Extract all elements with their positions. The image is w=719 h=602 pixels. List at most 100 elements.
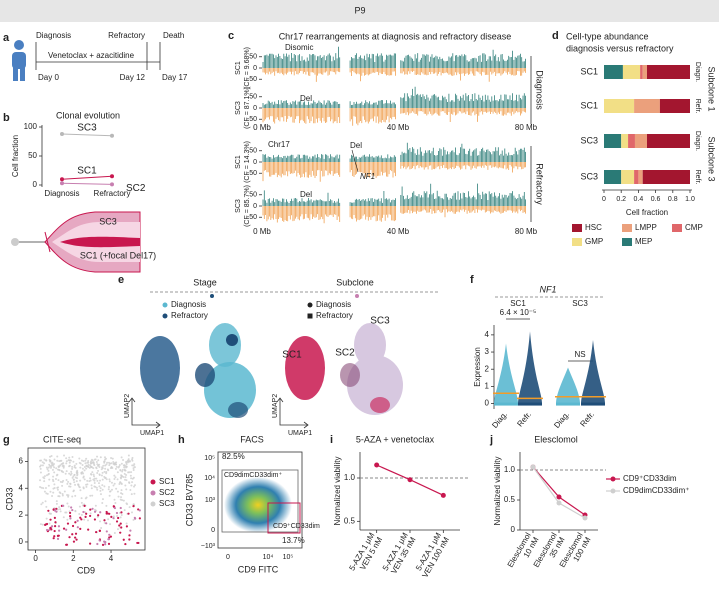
- cell-dot: [127, 512, 130, 515]
- cell-dot: [76, 469, 79, 472]
- cell-dot: [40, 459, 43, 462]
- cell-dot: [118, 524, 121, 527]
- annotation: Disomic: [285, 43, 313, 52]
- cell-dot: [119, 531, 122, 534]
- bar-segment: [647, 65, 690, 79]
- legend-marker: [307, 302, 313, 308]
- cell-dot: [74, 521, 77, 524]
- row-stage: Refr.: [694, 170, 701, 185]
- cell-dot: [79, 462, 82, 465]
- cell-dot: [83, 504, 86, 507]
- cell-dot: [71, 465, 74, 468]
- cell-dot: [119, 516, 122, 519]
- track-label: SC3 (CF = 85.7%): [235, 185, 251, 227]
- cell-dot: [56, 459, 59, 462]
- legend-label: SC1: [159, 477, 175, 486]
- cell-dot: [125, 473, 128, 476]
- cell-dot: [43, 523, 47, 527]
- cell-dot: [92, 473, 95, 476]
- cell-dot: [63, 490, 66, 493]
- copy-number-signal: [262, 206, 526, 224]
- cell-dot: [72, 540, 76, 543]
- cell-dot: [97, 514, 100, 517]
- cell-dot: [90, 472, 93, 475]
- cell-dot: [73, 464, 76, 467]
- cell-dot: [92, 461, 95, 464]
- cell-dot: [44, 487, 47, 490]
- y-tick-label: 1: [485, 382, 490, 391]
- bar-segment: [622, 65, 641, 79]
- y-tick-label: 0: [19, 537, 24, 546]
- cell-dot: [130, 471, 133, 474]
- cell-dot: [101, 498, 104, 501]
- legend-label: SC3: [159, 499, 175, 508]
- legend-marker: [307, 313, 313, 319]
- cell-dot: [99, 493, 102, 496]
- cell-dot: [73, 473, 76, 476]
- cell-dot: [72, 490, 75, 493]
- cell-dot: [90, 484, 93, 487]
- header-title: P9: [354, 5, 365, 15]
- group-label: Subclone 3: [707, 136, 717, 181]
- data-point: [60, 181, 64, 186]
- cell-dot: [93, 510, 97, 513]
- cell-dot: [101, 488, 104, 491]
- cell-dot: [104, 467, 107, 470]
- gate-name: CD9⁺CD33dim: [273, 523, 320, 530]
- legend-marker: [150, 479, 156, 485]
- cell-dot: [55, 507, 58, 510]
- cell-dot: [76, 526, 79, 529]
- cell-dot: [97, 459, 100, 462]
- y-tick-label: 0: [511, 525, 516, 534]
- cell-dot: [59, 510, 62, 513]
- cell-dot: [117, 516, 120, 520]
- cell-dot: [49, 518, 52, 521]
- cell-dot: [86, 465, 89, 468]
- x-axis-label: CD9: [77, 565, 95, 575]
- cell-dot: [45, 522, 49, 526]
- bar-segment: [604, 170, 622, 184]
- cell-dot: [121, 468, 124, 471]
- y-tick-label: 6: [19, 457, 24, 466]
- cell-dot: [47, 469, 50, 472]
- cell-dot: [109, 523, 112, 526]
- cell-dot: [83, 466, 86, 469]
- cell-dot: [66, 482, 69, 485]
- cell-dot: [132, 467, 135, 470]
- bar-segment: [634, 134, 647, 148]
- cell-dot: [113, 463, 116, 466]
- series-line: [61, 175, 113, 180]
- cell-dot: [52, 491, 55, 494]
- bar-segment: [604, 65, 623, 79]
- legend-label: Diagnosis: [316, 300, 351, 309]
- cell-dot: [124, 476, 127, 479]
- panel-letter: a: [3, 32, 10, 44]
- track-cf: (CF = 9.68%): [244, 47, 251, 89]
- y-tick-label: 0: [253, 203, 257, 210]
- legend-swatch: [572, 224, 582, 232]
- cell-dot: [75, 472, 78, 475]
- cell-dot: [42, 487, 45, 490]
- cell-dot: [93, 481, 96, 484]
- panel-title: Clonal evolution: [56, 110, 120, 120]
- x-tick-label: 80 Mb: [515, 123, 538, 132]
- legend-swatch: [572, 238, 582, 246]
- bar-segment: [634, 170, 639, 184]
- cell-dot: [65, 479, 68, 482]
- cell-dot: [59, 492, 62, 495]
- cell-dot: [103, 485, 106, 488]
- cell-dot: [74, 510, 77, 513]
- cell-dot: [53, 483, 56, 486]
- cell-dot: [107, 518, 110, 521]
- series-line: [61, 182, 113, 185]
- cell-dot: [57, 525, 61, 528]
- cell-dot: [99, 489, 102, 492]
- y-axis-label: CD33 BV785: [184, 474, 194, 527]
- track-name: SC1: [235, 61, 242, 75]
- cell-dot: [43, 462, 46, 465]
- cell-dot: [43, 480, 46, 483]
- y-tick-label: 3: [485, 347, 490, 356]
- cell-dot: [112, 505, 115, 508]
- cell-dot: [87, 528, 90, 531]
- cell-dot: [56, 468, 59, 471]
